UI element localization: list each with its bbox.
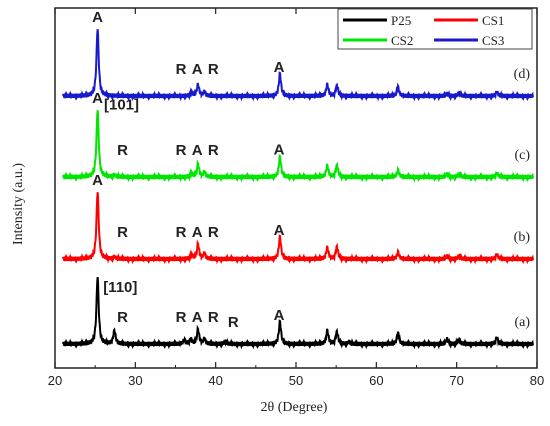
legend-label-cs2: CS2: [391, 33, 413, 48]
series-line-cs3: [62, 29, 534, 102]
x-tick-label: 40: [208, 373, 222, 388]
peak-annotation: [101]: [104, 97, 139, 114]
axes-layer: 20 30 40 50 60 70 80: [48, 7, 544, 388]
peak-annotation: R: [208, 224, 219, 241]
legend: P25 CS1 CS2 CS3: [337, 8, 533, 50]
peak-annotation: A: [192, 61, 203, 78]
x-tick-label: 60: [369, 373, 383, 388]
curve-label-cs2: (c): [514, 148, 530, 163]
peak-annotation: A: [274, 59, 285, 76]
series-line-cs1: [62, 192, 534, 265]
peak-annotation: R: [208, 309, 219, 326]
peak-annotation: R: [117, 224, 128, 241]
curves-layer: [62, 29, 534, 350]
peak-annotation: R: [208, 142, 219, 159]
peak-annotation: R: [176, 142, 187, 159]
peak-annotation: R: [176, 224, 187, 241]
x-axis-label: 2θ (Degree): [261, 400, 328, 415]
x-tick-label: 50: [289, 373, 303, 388]
x-tick-label: 20: [48, 373, 62, 388]
peak-annotation: R: [228, 314, 239, 331]
legend-box: [337, 8, 533, 50]
y-axis-label: Intensity (a.u.): [11, 163, 26, 245]
peak-annotation: A: [274, 222, 285, 239]
series-line-p25: [62, 277, 534, 350]
peak-annotation: R: [176, 61, 187, 78]
x-tick-label: 70: [449, 373, 463, 388]
curve-label-cs3: (d): [514, 67, 531, 82]
legend-label-p25: P25: [391, 13, 411, 28]
peak-annotation: [110]: [103, 279, 137, 296]
peak-annotation: A: [192, 224, 203, 241]
peak-annotation: R: [208, 61, 219, 78]
peak-annotation: A: [274, 307, 285, 324]
peak-annotation: R: [176, 309, 187, 326]
series-line-cs2: [62, 110, 534, 183]
x-tick-label: 80: [530, 373, 544, 388]
x-tick-label: 30: [128, 373, 142, 388]
peak-annotation: A: [92, 90, 103, 107]
peak-annotation: R: [117, 309, 128, 326]
curve-label-cs1: (b): [514, 230, 531, 245]
annotations-layer: A[101]R A R AAR R A R AAR R A R A[110]R R A R R A: [92, 9, 285, 331]
curve-labels-layer: (a) (b) (c) (d): [514, 67, 531, 330]
legend-label-cs1: CS1: [482, 13, 504, 28]
peak-annotation: A: [192, 309, 203, 326]
peak-annotation: A: [92, 172, 103, 189]
curve-label-p25: (a): [514, 315, 530, 330]
peak-annotation: A: [274, 141, 285, 158]
peak-annotation: A: [92, 9, 103, 26]
peak-annotation: R: [117, 142, 128, 159]
peak-annotation: A: [192, 142, 203, 159]
legend-label-cs3: CS3: [482, 33, 504, 48]
